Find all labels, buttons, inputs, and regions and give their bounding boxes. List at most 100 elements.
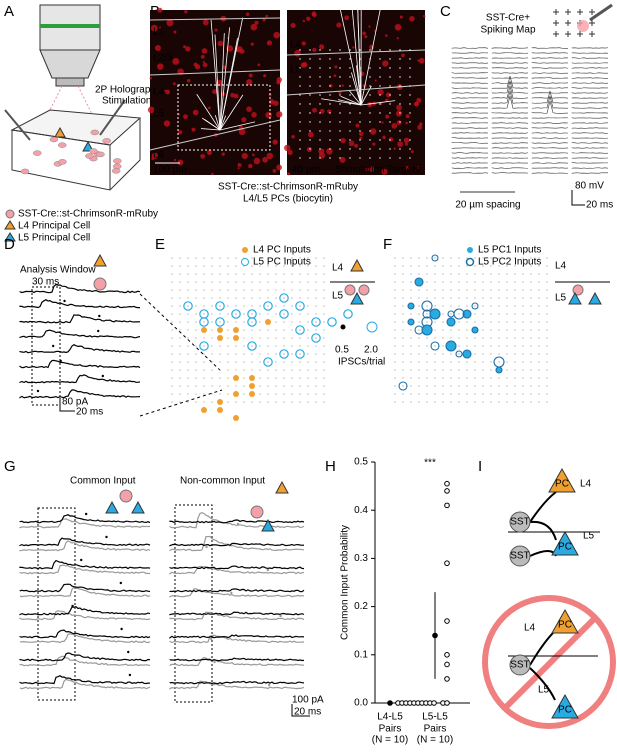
grid-dot bbox=[203, 289, 204, 290]
target bbox=[359, 85, 360, 86]
grid-dot bbox=[323, 321, 324, 322]
grid-dot bbox=[267, 281, 268, 282]
grid-dot bbox=[426, 337, 427, 338]
grid-dot bbox=[171, 361, 172, 362]
scale-label: 100 µm bbox=[153, 165, 187, 176]
cell-blob bbox=[248, 164, 252, 168]
grid-dot bbox=[283, 385, 284, 386]
grid-dot bbox=[219, 377, 220, 378]
grid-dot bbox=[498, 297, 499, 298]
grid-dot bbox=[195, 329, 196, 330]
grid-dot bbox=[498, 345, 499, 346]
grid-dot bbox=[283, 321, 284, 322]
cell-blob bbox=[246, 13, 249, 16]
grid-dot bbox=[187, 345, 188, 346]
grid-dot bbox=[514, 321, 515, 322]
cell bbox=[113, 164, 121, 169]
trace bbox=[572, 108, 608, 109]
grid-dot bbox=[402, 337, 403, 338]
grid-dot bbox=[394, 273, 395, 274]
grid-dot bbox=[522, 305, 523, 306]
cell-blob bbox=[164, 120, 170, 126]
target bbox=[369, 121, 370, 122]
grid-dot bbox=[482, 313, 483, 314]
grid-dot bbox=[410, 289, 411, 290]
grid-dot bbox=[171, 345, 172, 346]
cell-blob bbox=[400, 15, 403, 18]
cell-blob bbox=[359, 132, 364, 137]
cell-blob bbox=[276, 165, 282, 171]
grid-dot bbox=[315, 401, 316, 402]
grid-dot bbox=[434, 273, 435, 274]
trace bbox=[20, 360, 140, 367]
target bbox=[299, 58, 300, 59]
grid-dot bbox=[410, 345, 411, 346]
grid-dot bbox=[482, 377, 483, 378]
cell-blob bbox=[404, 138, 410, 144]
input-circle bbox=[217, 399, 223, 405]
cell-blob bbox=[249, 73, 253, 77]
cell-blob bbox=[359, 137, 362, 140]
grid-dot bbox=[227, 353, 228, 354]
grid-dot bbox=[450, 353, 451, 354]
grid-dot bbox=[259, 361, 260, 362]
grid-dot bbox=[315, 281, 316, 282]
grid-dot bbox=[498, 281, 499, 282]
trace bbox=[452, 118, 488, 119]
target bbox=[359, 67, 360, 68]
grid-dot bbox=[402, 361, 403, 362]
trace bbox=[492, 123, 528, 124]
event-dot bbox=[230, 592, 232, 594]
target bbox=[319, 85, 320, 86]
panel-label: H bbox=[325, 458, 336, 475]
grid-dot bbox=[466, 329, 467, 330]
legend-mark bbox=[467, 247, 473, 253]
grid-dot bbox=[522, 385, 523, 386]
cell-blob bbox=[272, 140, 277, 145]
grid-dot bbox=[323, 345, 324, 346]
grid-dot bbox=[442, 361, 443, 362]
grid-dot bbox=[283, 273, 284, 274]
trace bbox=[20, 345, 140, 353]
cell-blob bbox=[336, 23, 341, 28]
trace bbox=[492, 173, 528, 174]
event-dot bbox=[210, 638, 212, 640]
grid-dot bbox=[203, 393, 204, 394]
input-circle bbox=[422, 325, 432, 335]
target bbox=[369, 67, 370, 68]
target bbox=[319, 67, 320, 68]
grid-dot bbox=[514, 345, 515, 346]
cell bbox=[58, 143, 66, 148]
cell-blob bbox=[173, 31, 176, 34]
grid-dot bbox=[315, 313, 316, 314]
target bbox=[389, 157, 390, 158]
grid-dot bbox=[179, 353, 180, 354]
grid-dot bbox=[522, 321, 523, 322]
plus bbox=[565, 9, 571, 15]
grid-dot bbox=[267, 401, 268, 402]
cell-blob bbox=[409, 16, 414, 21]
cell-blob bbox=[172, 58, 179, 65]
grid-dot bbox=[402, 401, 403, 402]
input-circle bbox=[217, 335, 223, 341]
panel-label: G bbox=[4, 458, 16, 475]
target bbox=[329, 148, 330, 149]
target bbox=[309, 85, 310, 86]
grid-dot bbox=[219, 289, 220, 290]
trace bbox=[170, 635, 304, 638]
grid-dot bbox=[211, 321, 212, 322]
grid-dot bbox=[187, 265, 188, 266]
grid-dot bbox=[307, 313, 308, 314]
grid-dot bbox=[259, 281, 260, 282]
trace bbox=[20, 561, 150, 569]
grid-dot bbox=[195, 337, 196, 338]
grid-dot bbox=[243, 305, 244, 306]
grid-dot bbox=[522, 393, 523, 394]
grid-dot bbox=[195, 297, 196, 298]
grid-dot bbox=[315, 257, 316, 258]
grid-dot bbox=[259, 329, 260, 330]
grid-dot bbox=[187, 361, 188, 362]
grid-dot bbox=[410, 313, 411, 314]
grid-dot bbox=[291, 393, 292, 394]
grid-dot bbox=[307, 345, 308, 346]
